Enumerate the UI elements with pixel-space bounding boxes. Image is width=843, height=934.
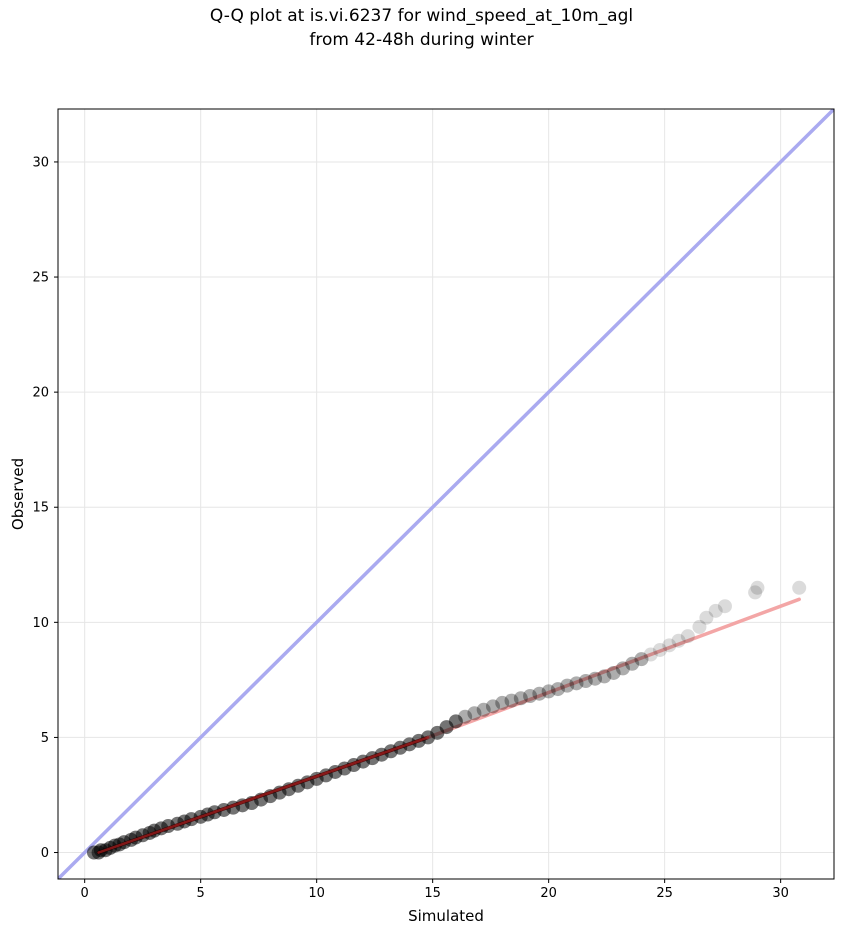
qq-point <box>748 585 763 600</box>
y-axis-label: Observed <box>9 458 27 530</box>
y-tick-label: 15 <box>32 501 49 516</box>
grid-layer <box>58 109 834 879</box>
y-tick-label: 10 <box>32 616 49 631</box>
fit-line-overlay <box>97 736 430 854</box>
y-tick-label: 20 <box>32 386 49 401</box>
qq-point <box>458 709 473 724</box>
y-tick-label: 30 <box>32 155 49 170</box>
qq-point <box>750 580 765 595</box>
qq-point <box>699 610 714 625</box>
qq-point <box>513 691 528 706</box>
qq-point <box>692 619 707 634</box>
qq-point <box>560 678 575 693</box>
qq-point <box>485 699 500 714</box>
x-tick-label: 10 <box>308 886 325 901</box>
qq-point <box>671 633 686 648</box>
qq-point <box>448 714 463 729</box>
qq-point <box>541 684 556 699</box>
qq-point <box>792 580 807 595</box>
lines-layer <box>58 109 834 879</box>
qq-point <box>708 603 723 618</box>
y-tick-label: 0 <box>41 846 49 861</box>
qq-point <box>643 647 658 662</box>
y-tick-label: 25 <box>32 271 49 286</box>
qq-point <box>615 661 630 676</box>
qq-point <box>532 686 547 701</box>
qq-point <box>717 599 732 614</box>
x-tick-label: 20 <box>540 886 557 901</box>
qq-point <box>588 671 603 686</box>
x-tick-label: 5 <box>197 886 205 901</box>
x-axis-label: Simulated <box>408 907 484 925</box>
qq-point <box>550 682 565 697</box>
qq-point <box>569 676 584 691</box>
x-tick-label: 25 <box>656 886 673 901</box>
qq-point <box>680 629 695 644</box>
qq-point <box>476 702 491 717</box>
plot-frame <box>57 108 835 880</box>
qq-point <box>606 665 621 680</box>
ticks-layer: 0 5 10 15 20 25 30 0 5 10 15 20 25 30 <box>32 155 788 901</box>
x-tick-label: 0 <box>81 886 89 901</box>
points-layer <box>86 580 807 860</box>
fit-line-upper-segment <box>426 597 801 740</box>
chart-title-line-1: Q-Q plot at is.vi.6237 for wind_speed_at… <box>209 6 634 26</box>
identity-line <box>58 109 834 879</box>
qq-point <box>523 688 538 703</box>
chart-title-line-2: from 42-48h during winter <box>309 30 534 50</box>
qq-point <box>504 693 519 708</box>
qq-point <box>597 669 612 684</box>
qq-point <box>662 638 677 653</box>
qq-point <box>625 656 640 671</box>
qq-point <box>653 642 668 657</box>
qq-point <box>634 652 649 667</box>
qq-point <box>578 674 593 689</box>
qq-point <box>495 695 510 710</box>
x-tick-label: 30 <box>772 886 789 901</box>
x-tick-label: 15 <box>424 886 441 901</box>
y-tick-label: 5 <box>41 731 49 746</box>
qq-point <box>467 706 482 721</box>
